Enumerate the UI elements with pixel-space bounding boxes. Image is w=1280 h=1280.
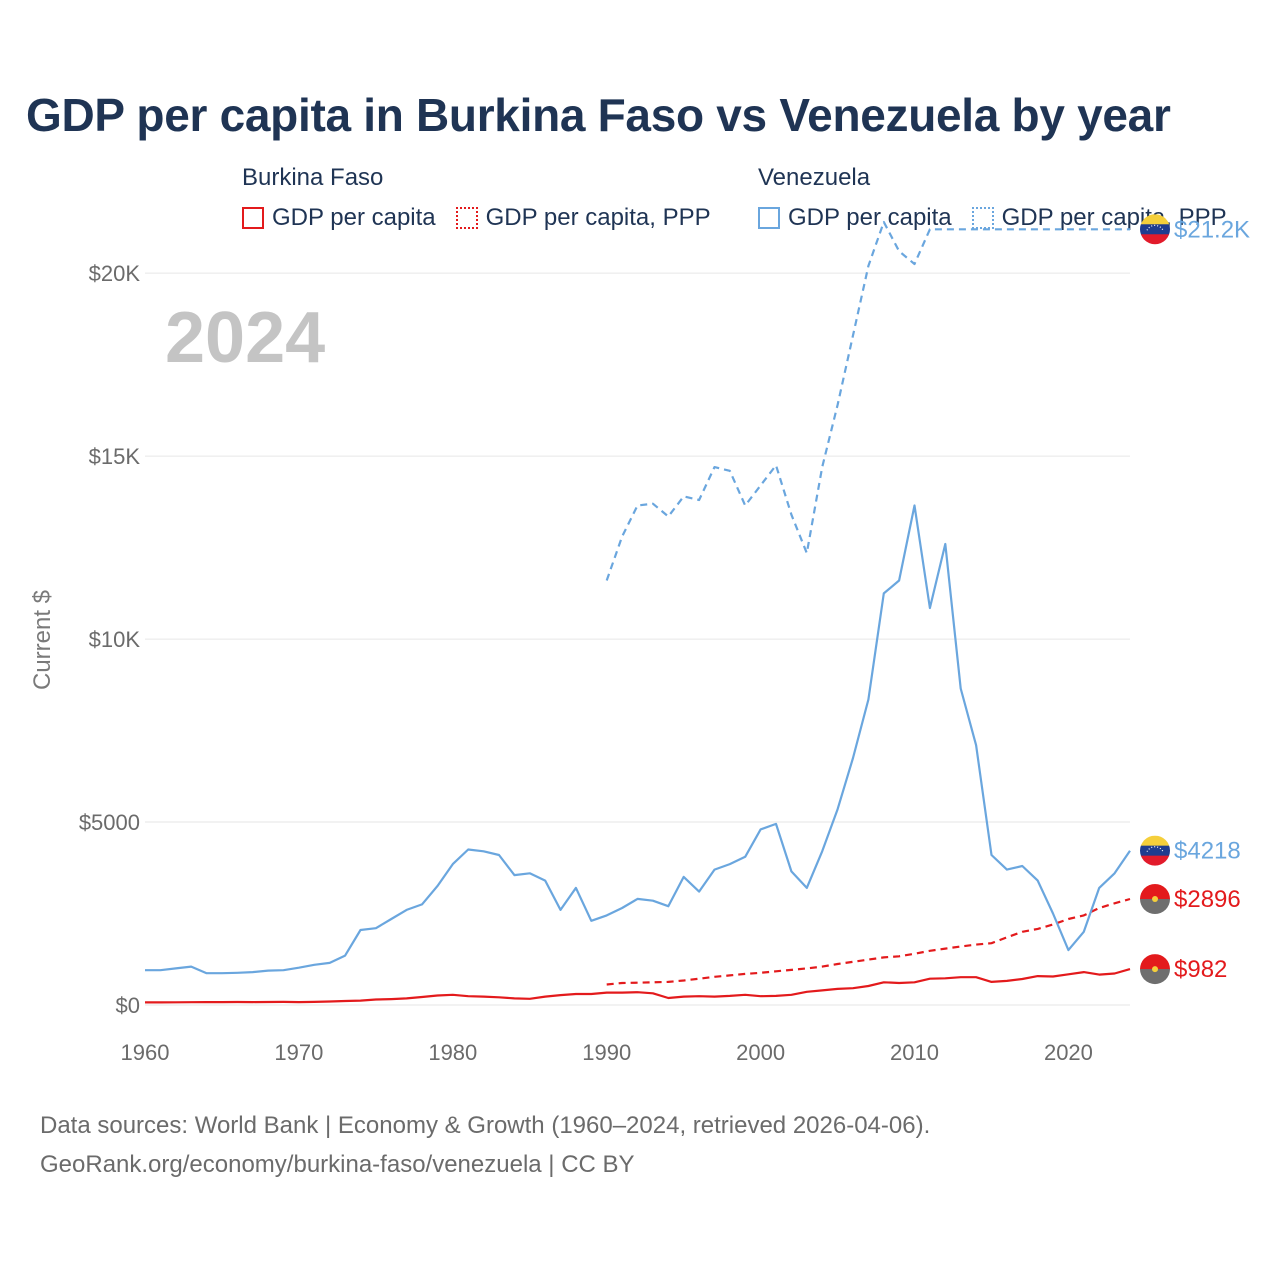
venezuela-flag-icon (1140, 835, 1170, 866)
footer-link[interactable]: GeoRank.org/economy/burkina-faso/venezue… (40, 1151, 635, 1178)
end-value-label: $21.2K (1174, 216, 1250, 243)
x-tick-label: 1990 (582, 1040, 631, 1065)
legend-item-bf-gdp[interactable]: GDP per capita (242, 204, 436, 232)
x-tick-label: 2010 (890, 1040, 939, 1065)
legend-group-title: Venezuela (758, 164, 871, 191)
legend-group-title: Burkina Faso (242, 164, 384, 191)
y-tick-label: $5000 (79, 810, 140, 835)
legend-group-venezuela: Venezuela GDP per capita GDP per capita,… (758, 162, 1247, 232)
legend-item-ve-gdp-ppp[interactable]: GDP per capita, PPP (971, 204, 1227, 232)
end-value-label: $2896 (1174, 886, 1241, 913)
x-tick-label: 2000 (736, 1040, 785, 1065)
series-line-3 (605, 220, 1130, 581)
legend-swatch-ve-dotted (971, 207, 994, 229)
series-line-1 (606, 897, 1131, 986)
year-watermark: 2024 (165, 298, 325, 378)
legend-item-ve-gdp[interactable]: GDP per capita (758, 204, 952, 232)
x-tick-label: 1960 (121, 1040, 170, 1065)
legend-item-label: GDP per capita, PPP (1001, 204, 1227, 231)
series-line-0 (145, 968, 1131, 1004)
legend-swatch-bf-dotted (455, 207, 478, 229)
x-tick-label: 1970 (274, 1040, 323, 1065)
end-value-label: $982 (1174, 956, 1227, 983)
footer-sources: Data sources: World Bank | Economy & Gro… (40, 1112, 931, 1139)
x-tick-label: 1980 (428, 1040, 477, 1065)
end-value-label: $4218 (1174, 838, 1241, 865)
legend-swatch-bf-solid (242, 207, 264, 229)
footer: Data sources: World Bank | Economy & Gro… (40, 1106, 930, 1184)
y-tick-label: $20K (89, 261, 141, 286)
legend-item-label: GDP per capita (272, 204, 436, 231)
venezuela-flag-icon (1140, 214, 1170, 245)
line-chart: $0 $5000 $10K $15K $20K 1960 1970 1980 1990 2000 2… (29, 214, 1250, 1065)
y-tick-label: $15K (89, 444, 141, 469)
legend-item-label: GDP per capita (788, 204, 952, 231)
burkina-faso-flag-icon (1140, 884, 1170, 915)
y-axis-title: Current $ (29, 590, 56, 690)
legend-item-bf-gdp-ppp[interactable]: GDP per capita, PPP (455, 204, 711, 232)
burkina-faso-flag-icon (1140, 954, 1170, 985)
legend-group-burkina-faso: Burkina Faso GDP per capita GDP per capi… (242, 162, 731, 232)
series-line-2 (145, 504, 1131, 975)
legend-swatch-ve-solid (758, 207, 780, 229)
legend-item-label: GDP per capita, PPP (485, 204, 711, 231)
chart-title: GDP per capita in Burkina Faso vs Venezu… (26, 89, 1171, 141)
y-tick-label: $0 (116, 993, 140, 1018)
x-tick-label: 2020 (1044, 1040, 1093, 1065)
y-tick-label: $10K (89, 627, 141, 652)
